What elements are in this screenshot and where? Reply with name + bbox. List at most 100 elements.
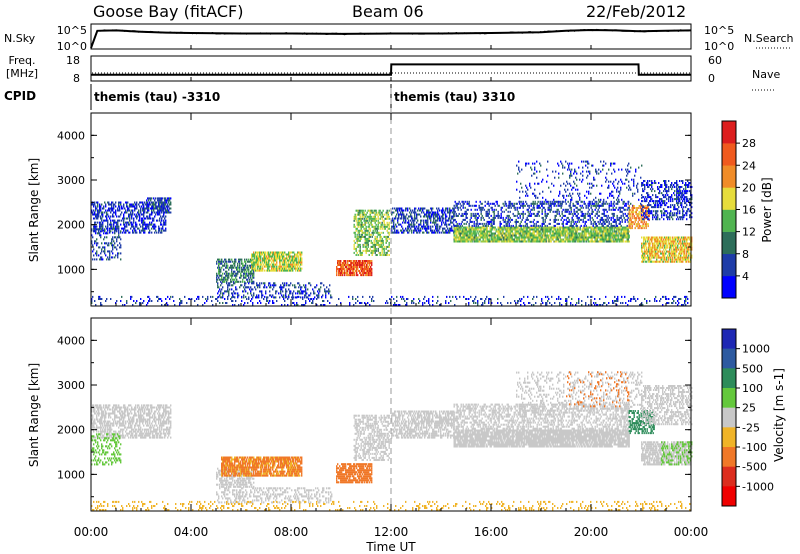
range-cell xyxy=(302,292,304,295)
range-cell xyxy=(362,274,364,277)
range-cell xyxy=(143,205,145,208)
range-cell xyxy=(546,180,548,183)
range-cell xyxy=(96,217,98,220)
range-cell xyxy=(305,288,307,291)
range-cell xyxy=(364,266,366,269)
range-cell xyxy=(355,264,357,267)
range-cell xyxy=(493,212,495,215)
range-cell xyxy=(295,259,297,262)
range-cell xyxy=(217,296,219,299)
nave-label: Nave xyxy=(752,68,780,81)
range-cell xyxy=(233,280,235,283)
range-cell xyxy=(256,255,258,258)
range-cell xyxy=(355,249,357,252)
range-cell xyxy=(273,269,275,272)
range-cell xyxy=(572,202,574,205)
range-cell xyxy=(168,197,170,200)
range-cell xyxy=(260,290,262,293)
range-cell xyxy=(158,213,160,216)
range-cell xyxy=(238,258,240,261)
range-cell xyxy=(511,202,513,205)
range-cell xyxy=(234,282,236,285)
range-cell xyxy=(241,266,243,269)
range-cell xyxy=(360,260,362,263)
range-cell xyxy=(244,272,246,275)
range-cell xyxy=(92,250,94,253)
range-cell xyxy=(235,274,237,277)
range-cell xyxy=(515,222,517,225)
range-cell xyxy=(144,209,146,212)
range-cell xyxy=(504,218,506,221)
range-cell xyxy=(328,290,330,293)
range-cell xyxy=(163,223,165,226)
range-cell xyxy=(382,243,384,246)
range-cell xyxy=(102,229,104,232)
range-cell xyxy=(122,227,124,230)
range-cell xyxy=(252,268,254,271)
range-cell xyxy=(274,267,276,270)
range-cell xyxy=(354,272,356,275)
range-cell xyxy=(558,212,560,215)
range-cell xyxy=(485,224,487,227)
range-cell xyxy=(244,276,246,279)
range-cell xyxy=(288,251,290,254)
range-cell xyxy=(459,224,461,227)
range-cell xyxy=(486,232,488,235)
range-cell xyxy=(252,296,254,299)
range-cell xyxy=(276,255,278,258)
range-cell xyxy=(463,202,465,205)
range-cell xyxy=(370,260,372,263)
range-cell xyxy=(258,296,260,299)
range-cell xyxy=(603,240,605,243)
range-cell xyxy=(218,268,220,271)
range-cell xyxy=(382,215,384,218)
range-cell xyxy=(486,228,488,231)
range-cell xyxy=(111,205,113,208)
range-cell xyxy=(355,217,357,220)
range-cell xyxy=(270,253,272,256)
range-cell xyxy=(284,282,286,285)
range-cell xyxy=(490,214,492,217)
range-cell xyxy=(128,221,130,224)
range-cell xyxy=(135,229,137,232)
range-cell xyxy=(296,263,298,266)
range-cell xyxy=(621,210,623,213)
range-cell xyxy=(347,270,349,273)
range-cell xyxy=(98,228,100,231)
range-cell xyxy=(119,219,121,222)
range-cell xyxy=(135,203,137,206)
range-cell xyxy=(218,258,220,261)
range-cell xyxy=(449,207,451,210)
range-cell xyxy=(372,229,374,232)
range-cell xyxy=(240,274,242,277)
range-cell xyxy=(288,294,290,297)
range-cell xyxy=(362,270,364,273)
range-cell xyxy=(97,209,99,212)
range-cell xyxy=(461,224,463,227)
range-cell xyxy=(535,194,537,197)
range-cell xyxy=(280,292,282,295)
range-cell xyxy=(516,214,518,217)
range-cell xyxy=(225,258,227,261)
range-cell xyxy=(139,215,141,218)
range-cell xyxy=(153,227,155,230)
range-cell xyxy=(416,221,418,224)
range-cell xyxy=(92,244,94,247)
range-cell xyxy=(346,270,348,273)
range-cell xyxy=(624,212,626,215)
range-cell xyxy=(235,288,237,291)
range-cell xyxy=(375,211,377,214)
range-cell xyxy=(256,282,258,285)
range-cell xyxy=(589,200,591,203)
range-cell xyxy=(119,209,121,212)
range-cell xyxy=(374,215,376,218)
range-cell xyxy=(228,258,230,261)
range-cell xyxy=(108,244,110,247)
range-cell xyxy=(475,224,477,227)
range-cell xyxy=(597,202,599,205)
range-cell xyxy=(401,225,403,228)
range-cell xyxy=(94,203,96,206)
range-cell xyxy=(158,211,160,214)
range-cell xyxy=(313,290,315,293)
range-cell xyxy=(352,268,354,271)
